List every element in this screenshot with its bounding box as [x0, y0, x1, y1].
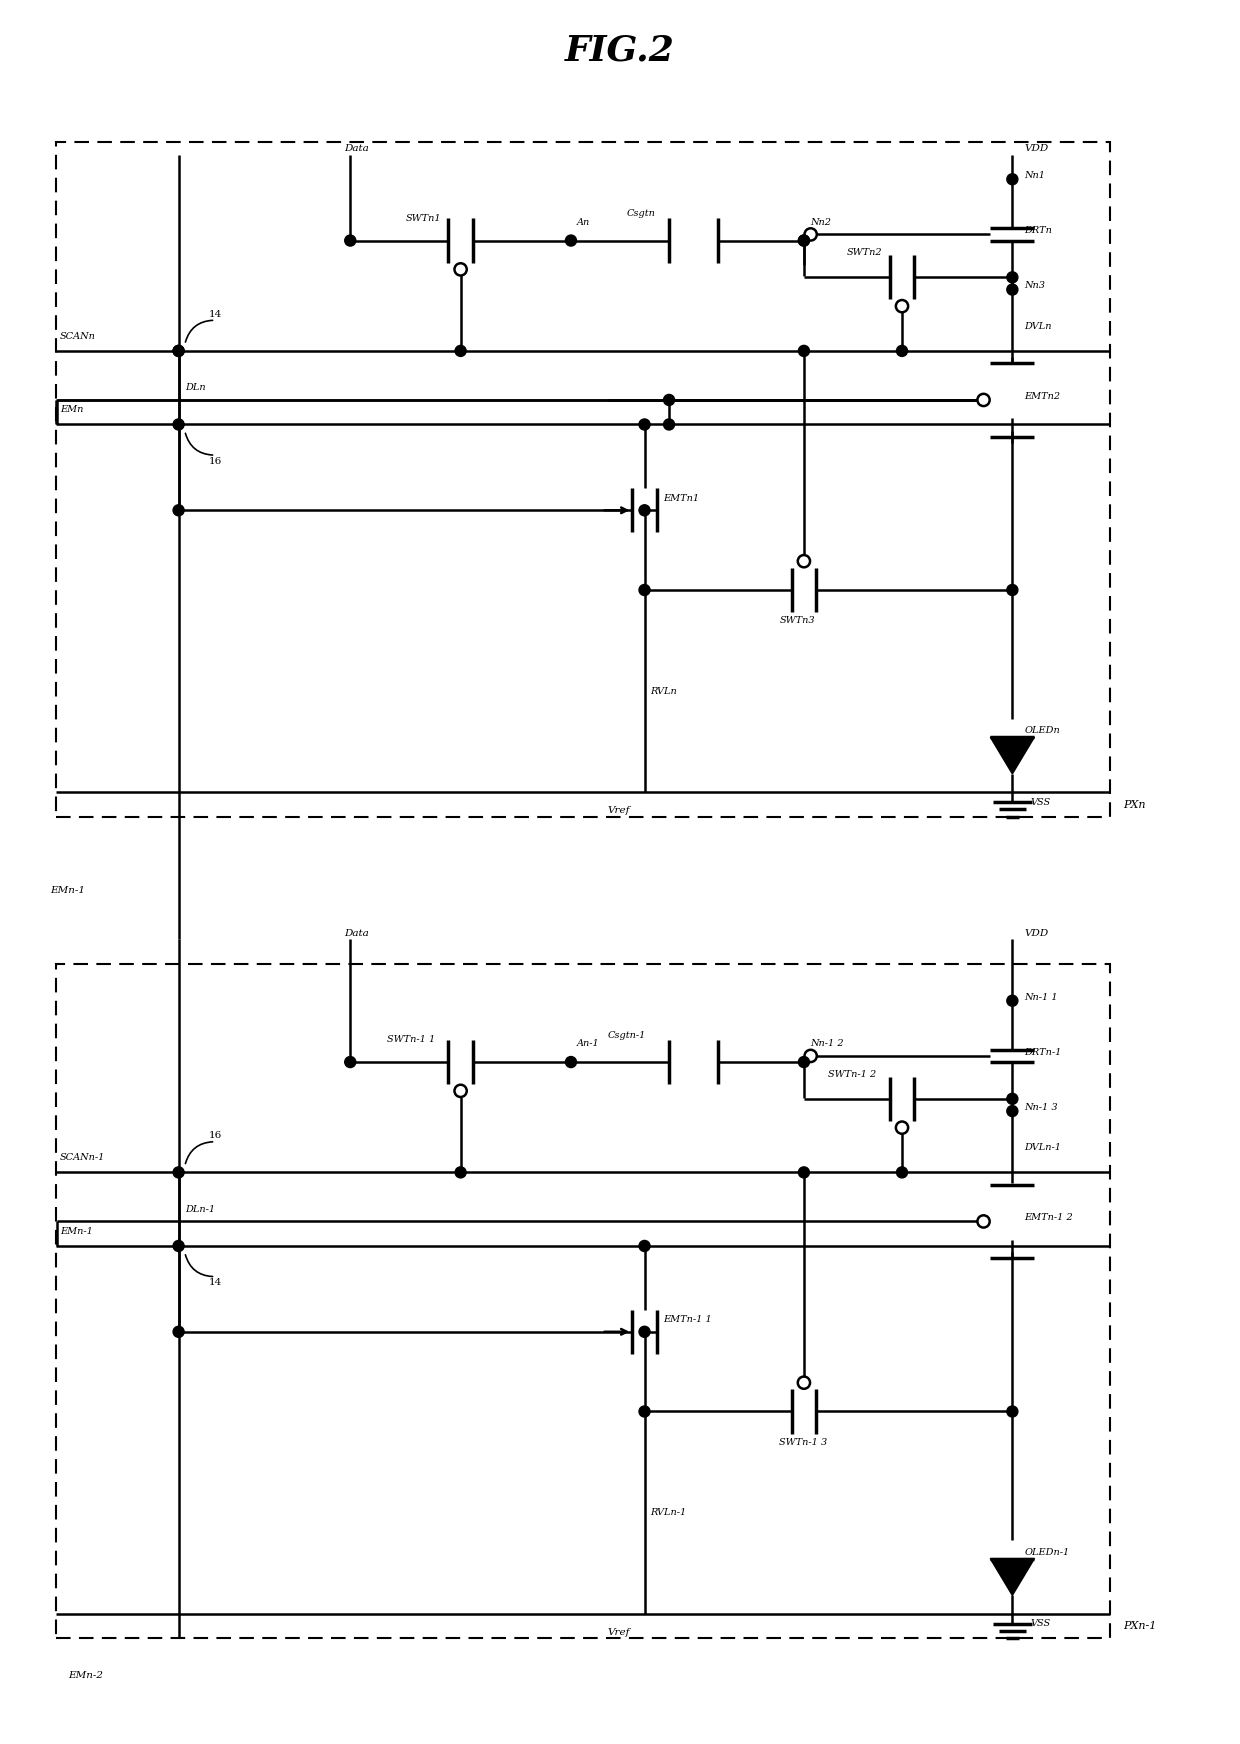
Circle shape: [1007, 272, 1018, 283]
Circle shape: [345, 1057, 356, 1067]
Text: Csgtn-1: Csgtn-1: [608, 1031, 646, 1039]
Text: Nn-1 2: Nn-1 2: [810, 1039, 843, 1048]
Text: SWTn3: SWTn3: [780, 616, 815, 624]
Text: DRTn-1: DRTn-1: [1024, 1048, 1061, 1057]
Circle shape: [639, 1325, 650, 1338]
Circle shape: [897, 345, 908, 356]
Text: EMn-2: EMn-2: [68, 1671, 103, 1679]
Circle shape: [455, 1167, 466, 1177]
Text: Nn-1 1: Nn-1 1: [1024, 992, 1058, 1001]
Polygon shape: [991, 738, 1034, 774]
Bar: [56, 964, 1111, 1638]
Circle shape: [799, 235, 810, 246]
Text: Vref: Vref: [608, 1627, 630, 1636]
Text: EMTn-1 2: EMTn-1 2: [1024, 1214, 1074, 1223]
Circle shape: [1007, 1406, 1018, 1418]
Circle shape: [799, 1057, 810, 1067]
Text: Data: Data: [345, 145, 368, 153]
Circle shape: [639, 584, 650, 595]
Circle shape: [799, 345, 810, 356]
Circle shape: [174, 345, 184, 356]
Circle shape: [1007, 1093, 1018, 1104]
Text: SWTn-1 2: SWTn-1 2: [828, 1069, 877, 1080]
Text: EMTn1: EMTn1: [663, 494, 699, 502]
Text: OLEDn: OLEDn: [1024, 727, 1060, 736]
Text: An: An: [577, 218, 590, 227]
Text: Csgtn: Csgtn: [626, 209, 655, 218]
Text: DRTn: DRTn: [1024, 227, 1053, 235]
Text: 16: 16: [210, 457, 222, 466]
Circle shape: [174, 1325, 184, 1338]
Polygon shape: [991, 1559, 1034, 1596]
Text: EMTn2: EMTn2: [1024, 392, 1060, 401]
Circle shape: [897, 1167, 908, 1177]
Text: RVLn: RVLn: [651, 687, 677, 696]
Text: 14: 14: [210, 310, 222, 319]
Text: DLn-1: DLn-1: [185, 1205, 215, 1214]
Circle shape: [663, 394, 675, 405]
Text: Nn3: Nn3: [1024, 281, 1045, 291]
Circle shape: [1007, 996, 1018, 1006]
Text: DLn: DLn: [185, 384, 206, 392]
Text: VSS: VSS: [1030, 1618, 1050, 1629]
Circle shape: [345, 235, 356, 246]
Text: EMTn-1 1: EMTn-1 1: [663, 1315, 712, 1324]
Text: OLEDn-1: OLEDn-1: [1024, 1549, 1070, 1557]
Circle shape: [639, 419, 650, 431]
Circle shape: [174, 504, 184, 516]
Text: SWTn1: SWTn1: [405, 215, 441, 223]
Circle shape: [799, 235, 810, 246]
Text: FIG.2: FIG.2: [565, 33, 675, 68]
Text: SCANn: SCANn: [60, 331, 95, 340]
Circle shape: [639, 1240, 650, 1252]
Text: Vref: Vref: [608, 806, 630, 814]
Circle shape: [174, 419, 184, 431]
Text: SWTn2: SWTn2: [847, 248, 883, 258]
Circle shape: [1007, 284, 1018, 295]
Text: DVLn: DVLn: [1024, 323, 1052, 331]
Text: SCANn-1: SCANn-1: [60, 1153, 105, 1162]
Text: VDD: VDD: [1024, 145, 1049, 153]
Text: Nn-1 3: Nn-1 3: [1024, 1102, 1058, 1113]
Text: PXn-1: PXn-1: [1122, 1622, 1156, 1631]
Circle shape: [799, 1167, 810, 1177]
Circle shape: [455, 345, 466, 356]
Text: SWTn-1 1: SWTn-1 1: [387, 1036, 435, 1045]
Bar: [56, 143, 1111, 816]
Text: Nn1: Nn1: [1024, 171, 1045, 180]
Circle shape: [565, 1057, 577, 1067]
Text: DVLn-1: DVLn-1: [1024, 1144, 1061, 1153]
Text: EMn-1: EMn-1: [50, 886, 84, 895]
Circle shape: [639, 1406, 650, 1418]
Circle shape: [1007, 174, 1018, 185]
Text: VSS: VSS: [1030, 797, 1050, 807]
Circle shape: [174, 1240, 184, 1252]
Circle shape: [174, 1167, 184, 1177]
Text: VDD: VDD: [1024, 930, 1049, 938]
Circle shape: [1007, 584, 1018, 595]
Circle shape: [1007, 1106, 1018, 1116]
Text: PXn: PXn: [1122, 799, 1146, 809]
Text: EMn-1: EMn-1: [60, 1226, 93, 1236]
Text: RVLn-1: RVLn-1: [651, 1509, 687, 1517]
Text: 16: 16: [210, 1132, 222, 1141]
Circle shape: [639, 504, 650, 516]
Text: EMn: EMn: [60, 405, 83, 415]
Text: 14: 14: [210, 1278, 222, 1287]
Text: SWTn-1 3: SWTn-1 3: [780, 1437, 827, 1446]
Text: Data: Data: [345, 930, 368, 938]
Circle shape: [174, 345, 184, 356]
Text: An-1: An-1: [577, 1039, 600, 1048]
Circle shape: [663, 419, 675, 431]
Text: Nn2: Nn2: [810, 218, 831, 227]
Circle shape: [565, 235, 577, 246]
